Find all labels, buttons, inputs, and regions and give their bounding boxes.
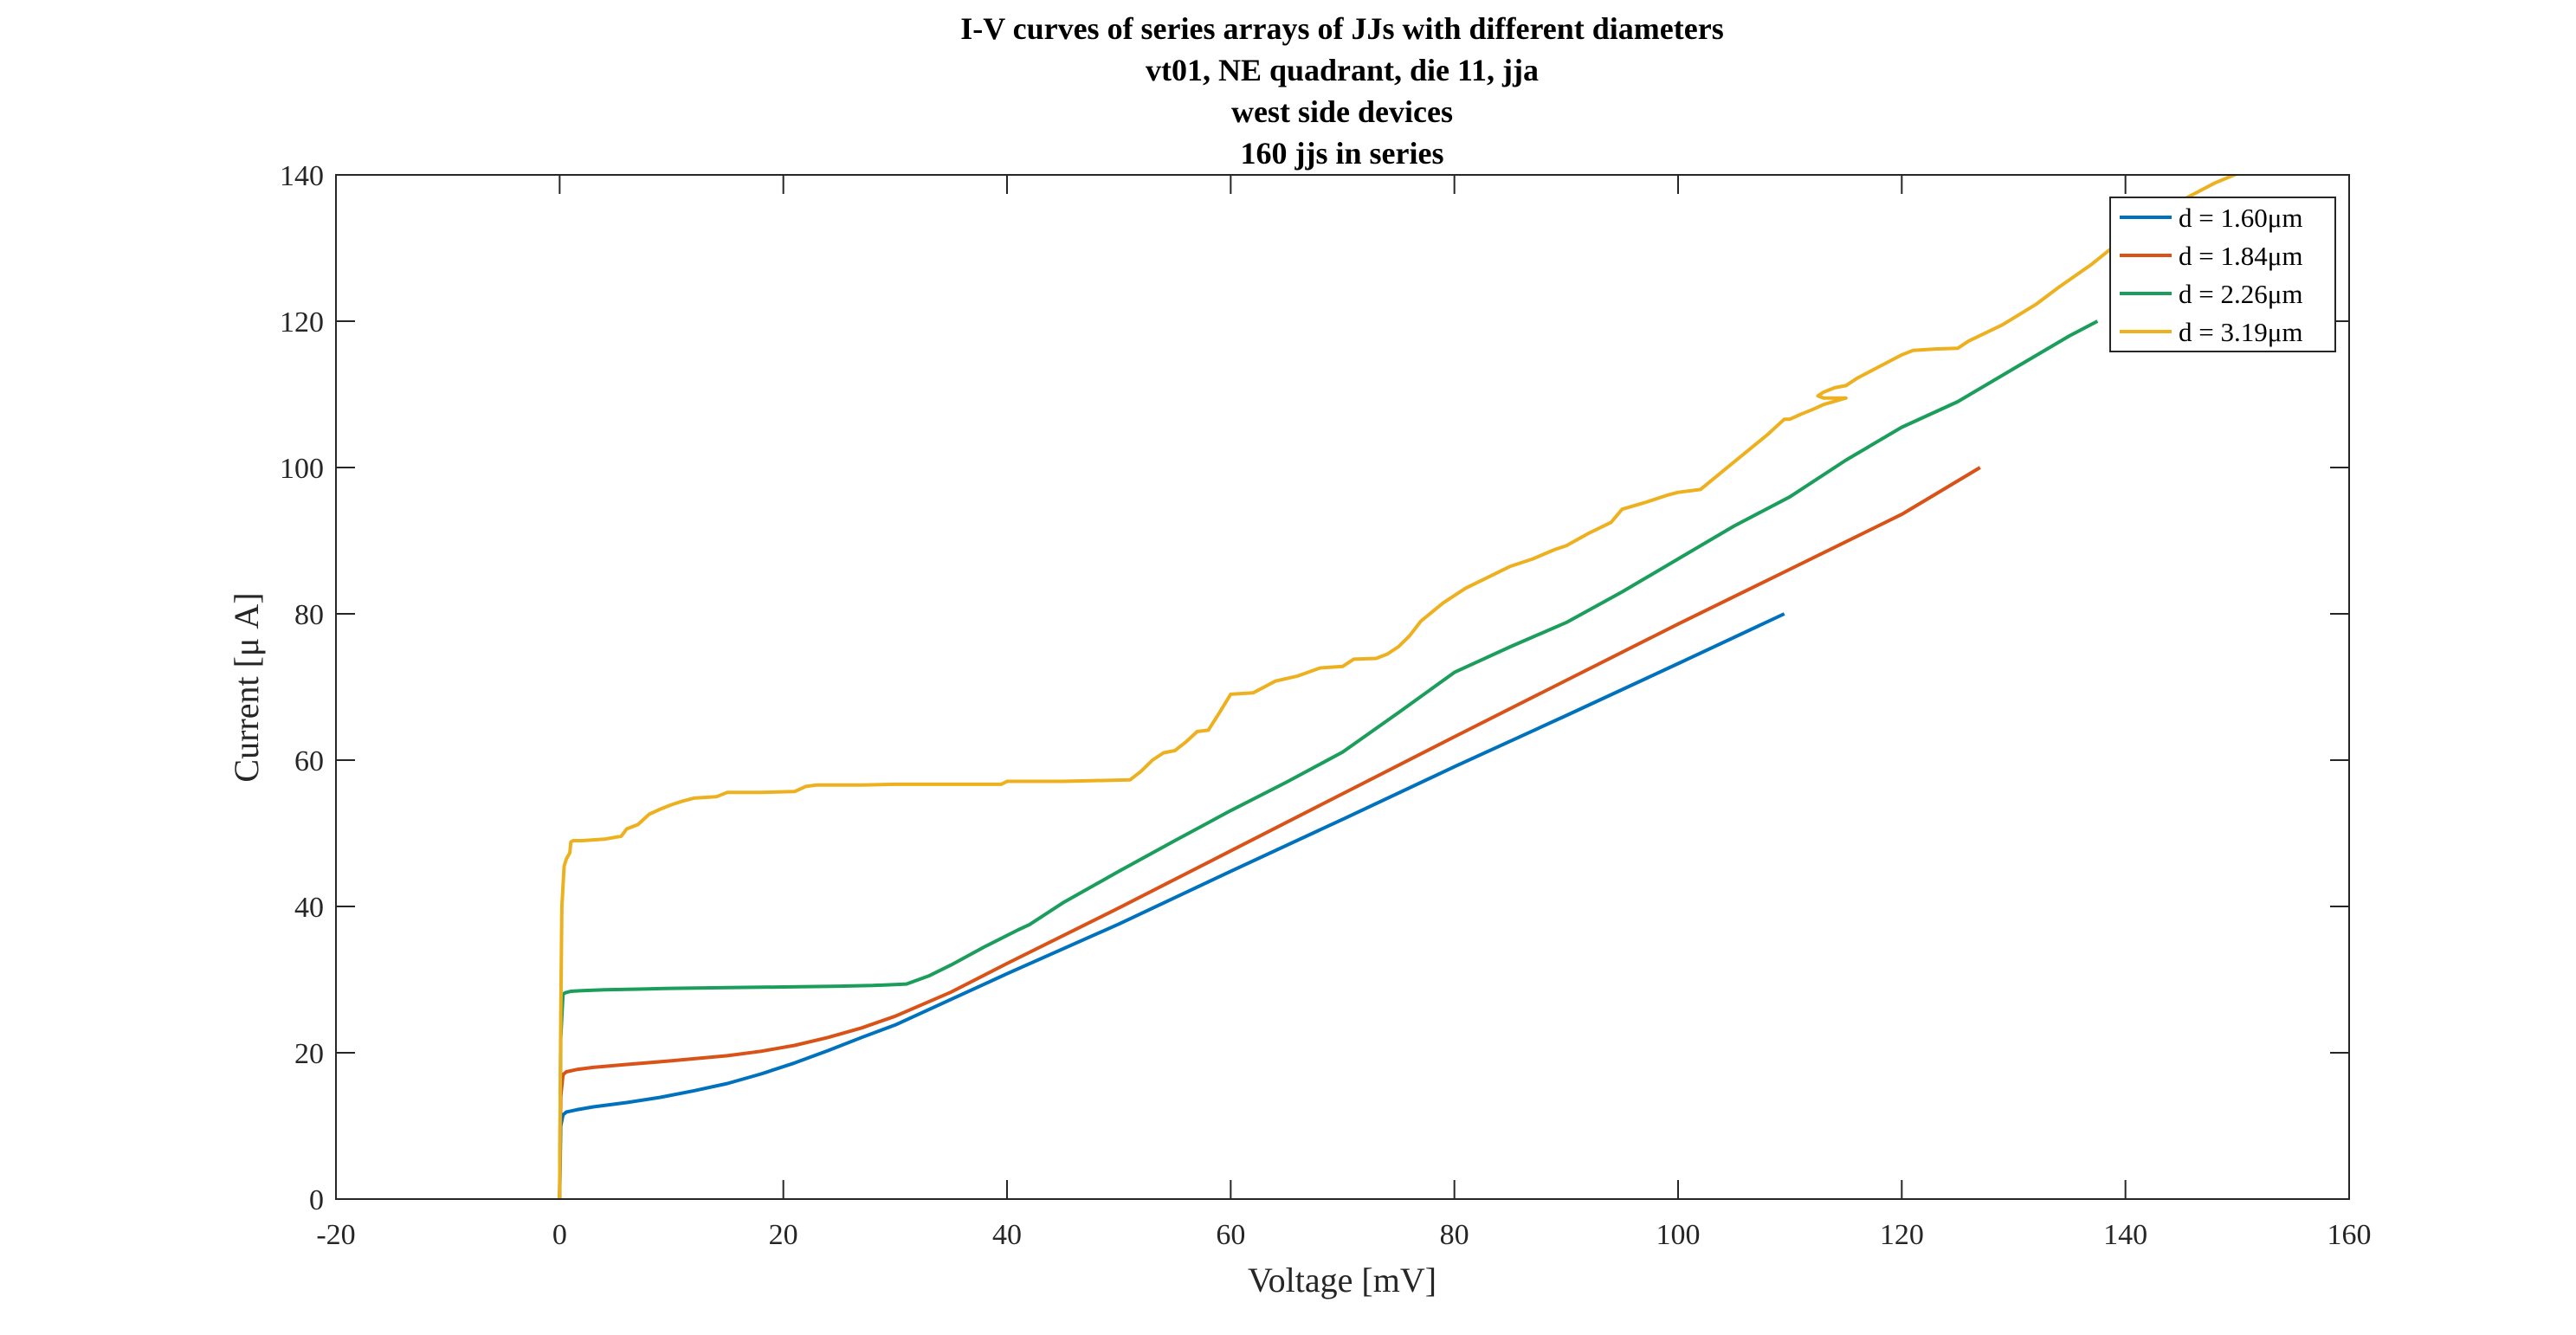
legend-label-1: d = 1.60μm [2179,203,2302,233]
y-tick-label: 140 [280,160,324,192]
y-axis-label: Current [μ A] [227,592,266,782]
x-tick-label: 140 [2103,1219,2147,1251]
x-tick-label: 100 [1656,1219,1701,1251]
x-tick-label: 60 [1216,1219,1245,1251]
x-tick-label: 20 [769,1219,798,1251]
legend: d = 1.60μm d = 1.84μm d = 2.26μm d = 3.19μm [2109,197,2336,352]
x-axis-label: Voltage [mV] [1248,1261,1436,1300]
series-line-1 [558,612,1785,1199]
x-tick-label: 120 [1880,1219,1924,1251]
y-tick-label: 80 [294,599,324,631]
series-line-4 [558,175,2239,1199]
series-layer [558,175,2239,1199]
x-tick-label: 160 [2327,1219,2372,1251]
y-tick-label: 40 [294,892,324,924]
title-line-3: west side devices [1231,94,1453,129]
plot-frame [335,174,2350,1200]
legend-label-2: d = 1.84μm [2179,241,2302,271]
chart-title: I-V curves of series arrays of JJs with … [960,11,1723,171]
y-tick-label: 60 [294,745,324,777]
series-line-2 [558,466,1981,1199]
y-tick-label: 120 [280,306,324,339]
x-tick-label: 40 [992,1219,1022,1251]
title-line-4: 160 jjs in series [1241,136,1444,171]
legend-label-3: d = 2.26μm [2179,279,2302,309]
title-line-2: vt01, NE quadrant, die 11, jja [1146,53,1539,87]
x-tick-label: 80 [1440,1219,1469,1251]
series-line-3 [558,319,2099,1199]
legend-box [2109,197,2336,352]
y-tick-label: 20 [294,1038,324,1070]
title-line-1: I-V curves of series arrays of JJs with … [960,11,1723,46]
x-tick-label: -20 [316,1219,355,1251]
y-tick-label: 0 [309,1184,324,1216]
x-axis-ticks: -20 0 20 40 60 80 100 120 140 160 [316,175,2372,1251]
legend-label-4: d = 3.19μm [2179,317,2302,347]
plot-area [336,175,2349,1199]
y-tick-label: 100 [280,453,324,485]
x-tick-label: 0 [552,1219,567,1251]
